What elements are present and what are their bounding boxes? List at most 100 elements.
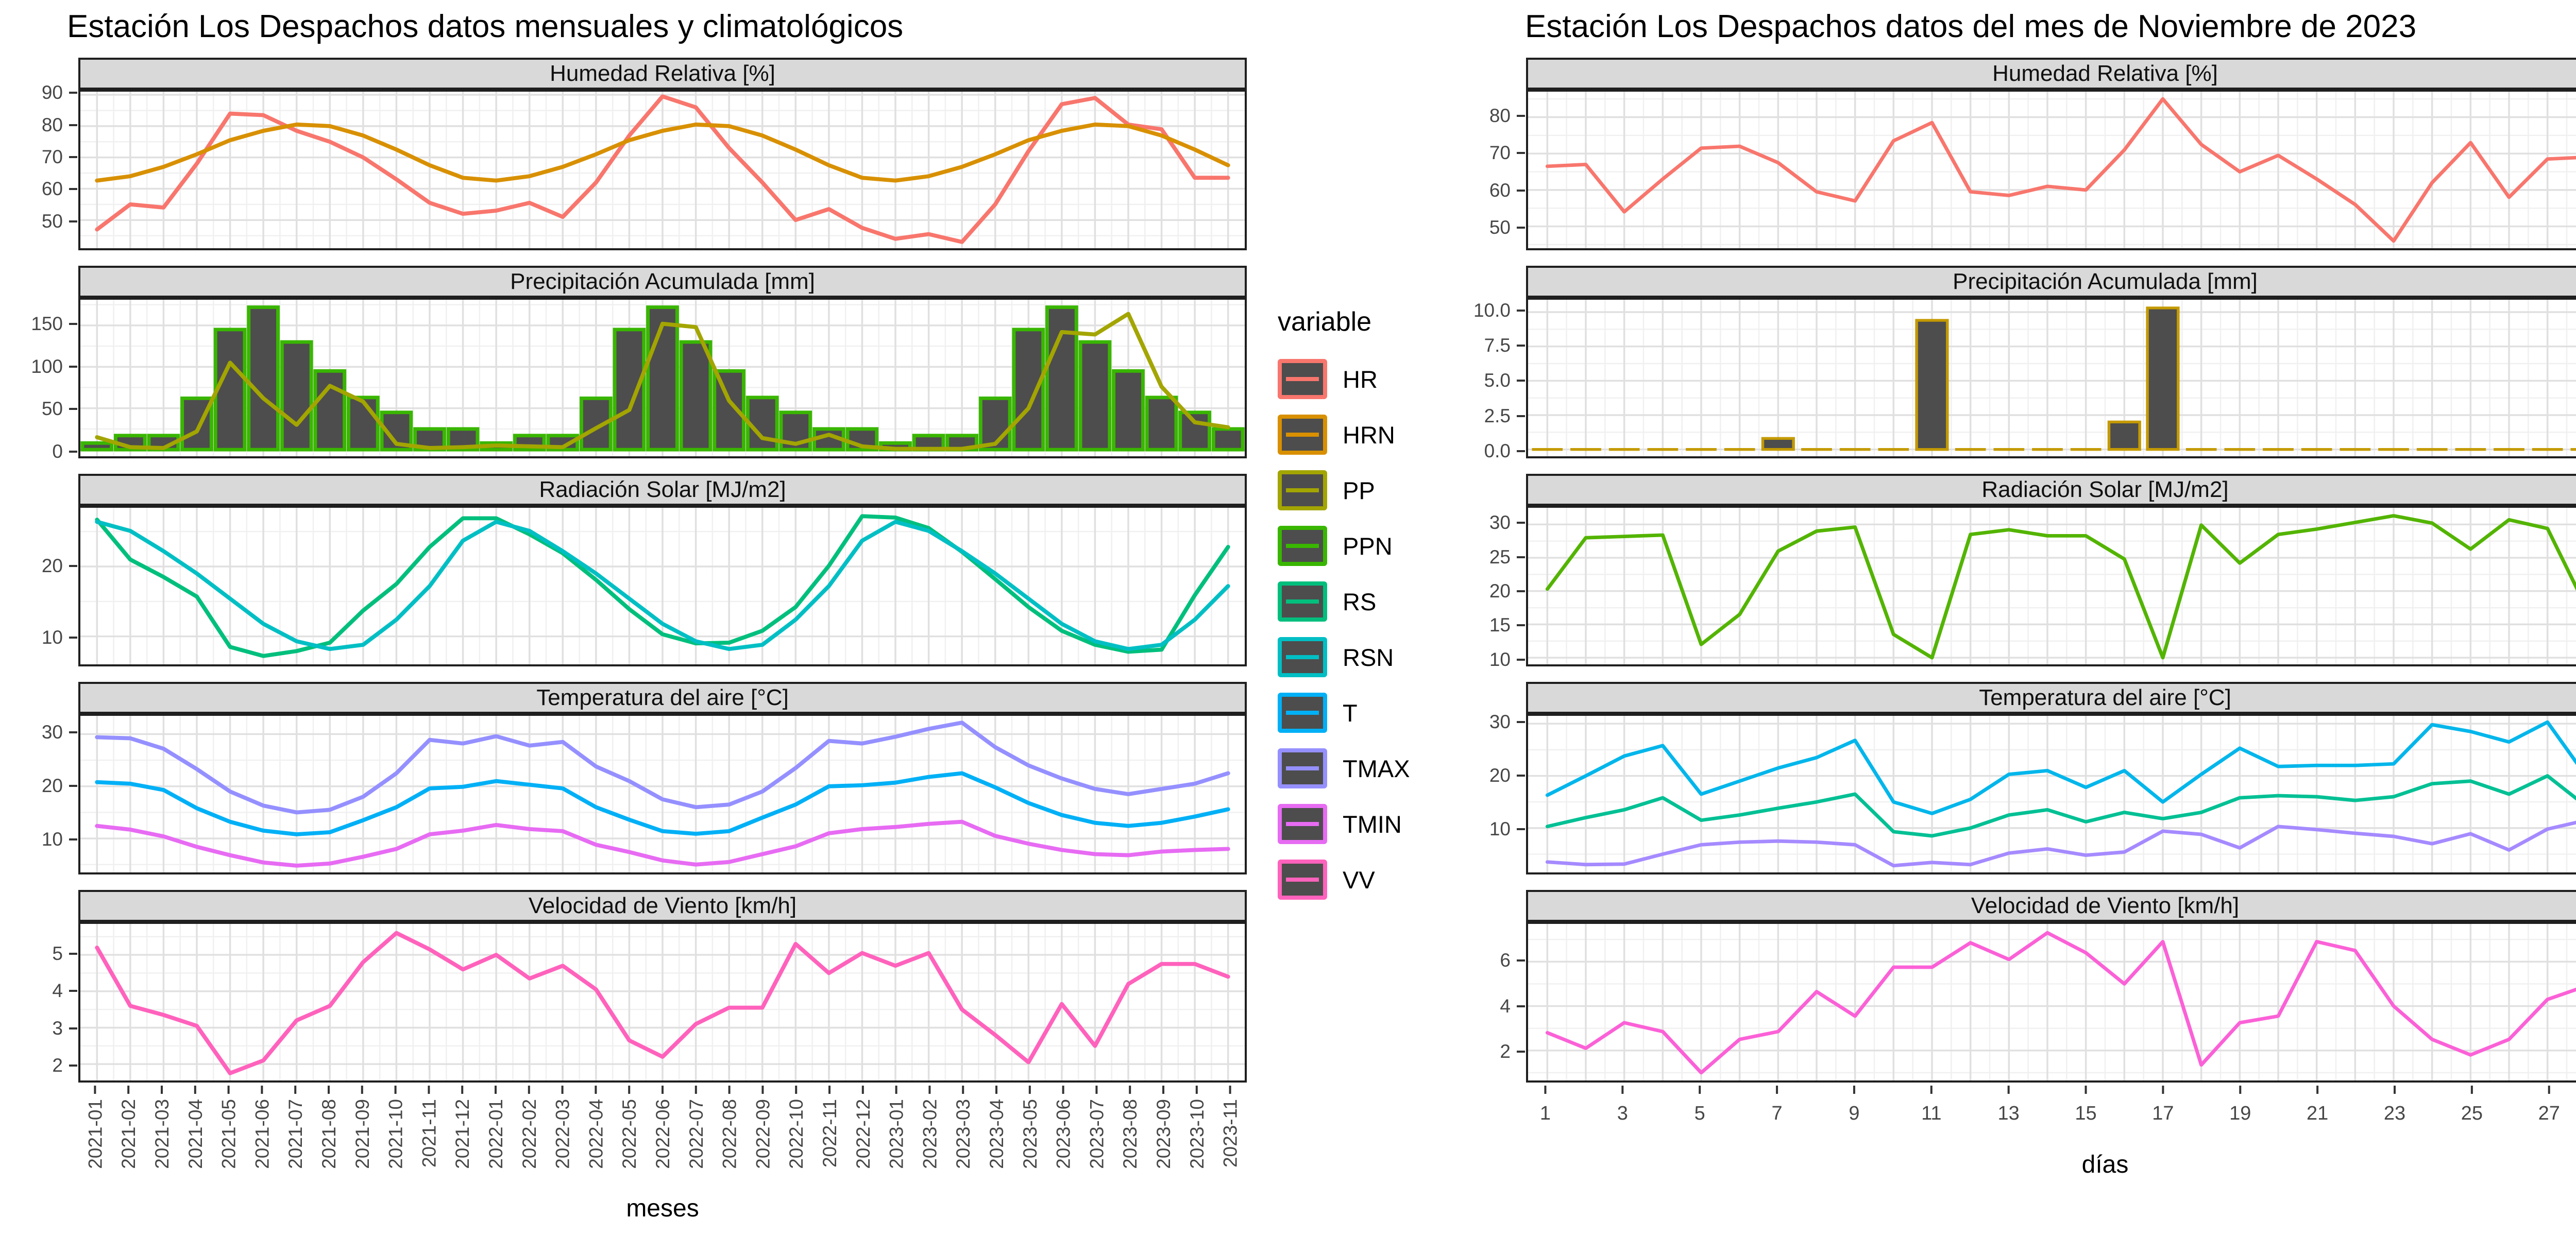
facet-strip: Radiación Solar [MJ/m2]	[78, 474, 1247, 506]
y-tick-label: 60	[1489, 179, 1511, 201]
y-tick-label: 2.5	[1484, 405, 1511, 426]
series-hr-line	[1545, 97, 2576, 243]
legend-label: TMIN	[1343, 810, 1402, 838]
facet-strip-label: Velocidad de Viento [km/h]	[1971, 893, 2240, 918]
x-tick-label: 11	[1921, 1103, 1941, 1124]
y-tick-label: 20	[1489, 764, 1511, 786]
x-axis-daily: 1357911131517192123252729	[1526, 1086, 2576, 1135]
y-tick-mark	[69, 952, 77, 955]
y-tick-label: 10	[41, 829, 63, 850]
legend-item-hrn: HRN	[1278, 415, 1410, 455]
y-tick-label: 6	[1500, 950, 1511, 971]
series-rsn-line	[95, 520, 1230, 651]
legend-label: RS	[1343, 588, 1377, 615]
x-tick-label: 2022-12	[853, 1099, 874, 1169]
x-axis-svg: 2021-01 2021-02 2021-03 2021-04 2021-05 2021-…	[84, 1086, 1241, 1169]
series-hrn-line	[95, 122, 1230, 183]
y-tick-label: 80	[1489, 105, 1511, 126]
y-tick-label: 70	[41, 146, 63, 168]
y-tick-mark	[1517, 959, 1525, 962]
y-tick-mark	[69, 785, 77, 787]
y-tick-label: 5.0	[1484, 370, 1511, 391]
legend-key-line	[1286, 599, 1319, 604]
x-tick-label: 2023-06	[1053, 1099, 1074, 1169]
facet-strip: Radiación Solar [MJ/m2]	[1526, 474, 2576, 506]
x-tick-label: 2022-06	[652, 1099, 673, 1169]
x-tick-label: 9	[1849, 1103, 1859, 1124]
y-tick-label: 90	[41, 82, 63, 104]
y-tick-label: 30	[1489, 512, 1511, 534]
y-tick-label: 150	[31, 313, 63, 335]
y-tick-mark	[69, 156, 77, 159]
facet-strip-label: Temperatura del aire [°C]	[536, 685, 789, 710]
series-rs-line	[1545, 514, 2576, 660]
x-tick-label: 2023-03	[953, 1099, 974, 1169]
y-tick-mark	[1517, 345, 1525, 347]
x-axis-title-monthly: meses	[626, 1195, 699, 1222]
facet-1: Precipitación Acumulada [mm] 0 50 100 150	[10, 266, 1432, 462]
y-tick-mark	[69, 1065, 77, 1067]
legend-key-hrn-icon	[1278, 415, 1327, 455]
legend-key-tmin-icon	[1278, 804, 1327, 844]
y-tick-mark	[69, 1027, 77, 1029]
y-tick-label: 10.0	[1473, 299, 1511, 321]
y-tick-label: 4	[1500, 995, 1511, 1017]
x-tick-label: 2022-02	[519, 1099, 540, 1169]
legend-title: variable	[1278, 307, 1372, 337]
legend-key-line	[1286, 433, 1319, 437]
x-tick-label: 2022-05	[619, 1099, 640, 1169]
legend-key-pp-icon	[1278, 470, 1327, 510]
facet-column-monthly: Humedad Relativa [%] 50 60 70 80 90 Precipitac…	[10, 58, 1432, 1098]
x-tick-label: 7	[1771, 1103, 1782, 1124]
facet-strip-label: Radiación Solar [MJ/m2]	[539, 477, 786, 502]
series-tmin-line	[95, 819, 1230, 868]
legend-key-line	[1286, 766, 1319, 770]
x-tick-label: 2021-12	[452, 1099, 473, 1169]
series-tmax-line	[95, 720, 1230, 815]
legend-label: T	[1343, 699, 1358, 727]
facet-0: Humedad Relativa [%] 50 60 70 80 90	[10, 58, 1432, 250]
y-tick-mark	[1517, 189, 1525, 192]
x-tick-label: 2022-01	[485, 1099, 506, 1169]
x-tick-label: 2023-09	[1153, 1099, 1174, 1169]
facet-strip: Velocidad de Viento [km/h]	[78, 890, 1247, 922]
figure-monthly: Estación Los Despachos datos mensuales y…	[10, 0, 1432, 1236]
figure-daily: Estación Los Despachos datos del mes de …	[1468, 0, 2576, 1236]
facet-strip-label: Precipitación Acumulada [mm]	[510, 269, 815, 294]
series-t-line	[95, 771, 1230, 836]
legend-key-t-icon	[1278, 693, 1327, 733]
x-tick-label: 2022-08	[719, 1099, 740, 1169]
x-axis-title-daily: días	[2081, 1151, 2129, 1178]
y-tick-mark	[1517, 658, 1525, 661]
legend-key-vv-icon	[1278, 860, 1327, 900]
facet-panel	[78, 506, 1247, 666]
y-tick-mark	[69, 365, 77, 368]
figure-title-daily: Estación Los Despachos datos del mes de …	[1525, 9, 2417, 44]
x-tick-label: 2022-10	[786, 1099, 807, 1169]
facet-strip-label: Temperatura del aire [°C]	[1979, 685, 2231, 710]
y-tick-label: 0.0	[1484, 440, 1511, 462]
x-tick-label: 19	[2229, 1103, 2251, 1124]
x-tick-label: 3	[1617, 1103, 1628, 1124]
facet-panel	[1526, 922, 2576, 1083]
facet-strip: Precipitación Acumulada [mm]	[78, 266, 1247, 298]
y-tick-label: 80	[41, 114, 63, 135]
legend-item-ppn: PPN	[1278, 526, 1410, 566]
legend-item-vv: VV	[1278, 860, 1410, 900]
y-tick-mark	[1517, 309, 1525, 312]
facet-1: Precipitación Acumulada [mm] 0.0 2.5 5.0 7.5…	[1468, 266, 2576, 461]
y-tick-mark	[69, 408, 77, 410]
y-tick-label: 0	[52, 440, 63, 462]
legend-monthly: variable HR HRN PP PPN RS RSN T TMAX TMIN VV	[1278, 306, 1410, 915]
facet-3: Temperatura del aire [°C] 10 20 30	[1468, 682, 2576, 874]
x-tick-label: 15	[2075, 1103, 2096, 1124]
facet-panel	[1526, 90, 2576, 250]
facet-panel	[78, 714, 1247, 874]
x-tick-label: 13	[1998, 1103, 2020, 1124]
y-tick-label: 2	[1500, 1041, 1511, 1062]
y-tick-label: 10	[41, 627, 63, 648]
y-tick-label: 10	[1489, 648, 1511, 670]
y-tick-mark	[1517, 522, 1525, 524]
y-tick-mark	[1517, 1051, 1525, 1053]
x-tick-label: 2021-03	[151, 1099, 173, 1169]
